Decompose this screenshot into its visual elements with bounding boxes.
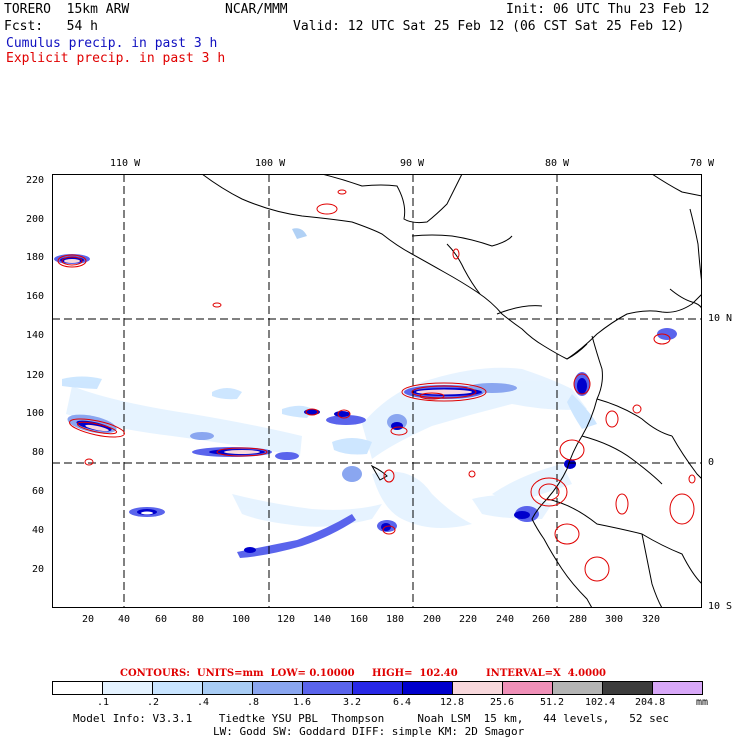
model-info-line2: LW: Godd SW: Goddard DIFF: simple KM: 2D…: [213, 725, 525, 738]
lon-label-80w: 80 W: [545, 158, 570, 169]
x-tick: 40: [118, 614, 131, 625]
x-tick: 180: [386, 614, 405, 625]
legend-cumulus: Cumulus precip. in past 3 h: [6, 36, 218, 51]
y-tick: 200: [26, 214, 45, 225]
x-tick: 260: [532, 614, 551, 625]
colorbar-label: 51.2: [540, 697, 565, 708]
x-tick: 220: [459, 614, 478, 625]
colorbar-label: 25.6: [490, 697, 515, 708]
colorbar-swatch: [202, 681, 253, 695]
y-tick: 100: [26, 408, 45, 419]
colorbar-swatch: [502, 681, 553, 695]
x-tick: 300: [605, 614, 624, 625]
colorbar-swatch: [452, 681, 503, 695]
precipitation-map: [52, 174, 702, 608]
colorbar-label: 204.8: [635, 697, 666, 708]
colorbar-label: 102.4: [585, 697, 616, 708]
lon-label-90w: 90 W: [400, 158, 425, 169]
y-tick: 160: [26, 291, 45, 302]
y-tick: 120: [26, 370, 45, 381]
colorbar-swatch: [52, 681, 103, 695]
lon-label-100w: 100 W: [255, 158, 286, 169]
lat-label-10n: 10 N: [708, 313, 733, 324]
model-info-line1: Model Info: V3.3.1 Tiedtke YSU PBL Thomp…: [73, 712, 670, 725]
contour-interval-caption: INTERVAL=X 4.0000: [486, 668, 606, 679]
y-tick: 220: [26, 175, 45, 186]
organization-label: NCAR/MMM: [225, 2, 288, 17]
model-title: TORERO 15km ARW: [4, 2, 130, 17]
x-tick: 20: [82, 614, 95, 625]
lon-label-70w: 70 W: [690, 158, 715, 169]
graticule: [52, 174, 702, 608]
colorbar-label: 3.2: [343, 697, 362, 708]
map-frame: [52, 174, 702, 608]
x-tick: 120: [277, 614, 296, 625]
contour-units-caption: CONTOURS: UNITS=mm LOW= 0.10000: [120, 668, 355, 679]
init-time: Init: 06 UTC Thu 23 Feb 12: [506, 2, 710, 17]
x-tick: 320: [642, 614, 661, 625]
colorbar-label: .4: [197, 697, 210, 708]
coastlines: [201, 174, 702, 608]
y-tick: 60: [32, 486, 45, 497]
legend-explicit: Explicit precip. in past 3 h: [6, 51, 226, 66]
colorbar-swatch: [152, 681, 203, 695]
y-tick: 20: [32, 564, 45, 575]
y-tick: 140: [26, 330, 45, 341]
colorbar-swatch: [402, 681, 453, 695]
y-tick: 40: [32, 525, 45, 536]
x-tick: 80: [192, 614, 205, 625]
x-tick: 240: [496, 614, 515, 625]
light-precip-shading: [62, 228, 597, 528]
x-tick: 100: [232, 614, 251, 625]
colorbar-label: 1.6: [293, 697, 312, 708]
colorbar-swatch: [352, 681, 403, 695]
precipitation-colorbar: [52, 681, 703, 695]
valid-time: Valid: 12 UTC Sat 25 Feb 12 (06 CST Sat …: [293, 19, 685, 34]
x-tick: 160: [350, 614, 369, 625]
x-tick: 60: [155, 614, 168, 625]
lat-label-equator: 0: [708, 457, 715, 468]
colorbar-label: .2: [147, 697, 160, 708]
colorbar-label: 12.8: [440, 697, 465, 708]
x-tick: 280: [569, 614, 588, 625]
colorbar-label: .8: [247, 697, 260, 708]
y-tick: 80: [32, 447, 45, 458]
lon-label-110w: 110 W: [110, 158, 141, 169]
colorbar-swatch: [102, 681, 153, 695]
lat-label-10s: 10 S: [708, 601, 733, 612]
colorbar-swatch: [302, 681, 353, 695]
y-tick: 180: [26, 252, 45, 263]
contour-high-caption: HIGH= 102.40: [372, 668, 458, 679]
colorbar-swatch: [652, 681, 703, 695]
x-tick: 140: [313, 614, 332, 625]
colorbar-swatch: [552, 681, 603, 695]
colorbar-swatch: [252, 681, 303, 695]
explicit-precip-contours: [57, 189, 696, 582]
x-tick: 200: [423, 614, 442, 625]
colorbar-swatch: [602, 681, 653, 695]
colorbar-unit: mm: [696, 697, 709, 708]
colorbar-label: .1: [97, 697, 110, 708]
forecast-hour: Fcst: 54 h: [4, 19, 98, 34]
colorbar-label: 6.4: [393, 697, 412, 708]
